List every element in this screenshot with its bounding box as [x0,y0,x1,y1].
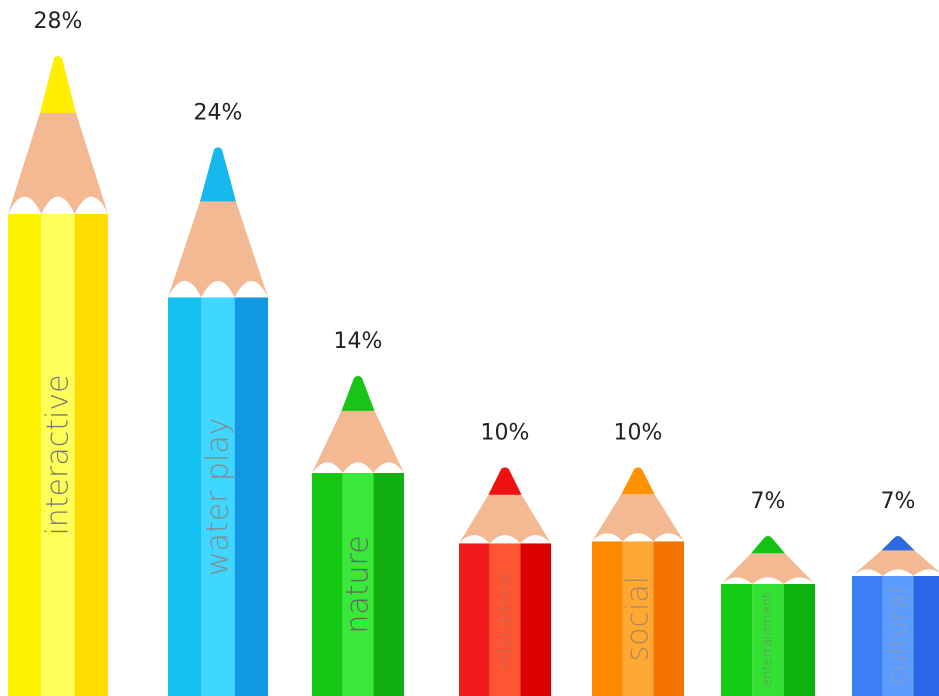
pencil-body-left [852,576,883,696]
pencil-wood-cone [459,467,551,544]
value-label: 10% [481,420,530,445]
pencil-body-left [168,297,202,696]
value-label: 14% [334,329,383,354]
pencil-body-center [882,576,914,696]
pencil-lead-tip [488,467,522,495]
pencil-lead-tip [40,56,76,113]
category-label: water play [201,417,236,576]
category-label: entertainment [761,593,776,687]
pencil-bar-water-play: 24% water play [168,100,268,696]
category-label: interactive [41,374,76,535]
category-label: nature [341,535,376,633]
pencil-body-right [373,473,404,696]
category-label: cultural [883,587,913,686]
pencil-bar-cultural: 7% cultural [852,489,939,696]
pencil-bar-social: 10% social [592,420,684,696]
category-label: educational [495,570,515,670]
pencil-body-right [74,214,108,696]
pencil-body-right [783,584,815,696]
pencil-lead-tip [621,467,655,495]
pencil-lead-tip [341,376,375,411]
value-label: 7% [881,489,916,514]
pencil-body-right [234,297,268,696]
pencil-body-center [489,543,521,696]
pencil-wood-cone [168,147,268,298]
pencil-body-left [721,584,753,696]
pencil-wood-cone [312,376,404,474]
pencil-body-center [622,541,654,696]
pencil-body-left [592,541,623,696]
category-label: social [621,576,656,662]
pencil-body-left [312,473,343,696]
pencil-wood-cone [592,467,684,542]
pencil-lead-tip [751,536,785,554]
pencil-body-right [913,576,939,696]
value-label: 24% [194,100,243,125]
pencil-body-center [201,297,235,696]
pencil-wood-cone [8,56,108,215]
value-label: 7% [751,489,786,514]
pencil-body-right [653,541,684,696]
pencil-wood-cone [852,536,939,577]
pencil-bar-interactive: 28% interactive [8,9,108,696]
pencil-body-left [8,214,42,696]
pencil-body-center [752,584,784,696]
pencil-wood-cone [721,536,815,585]
pencil-lead-tip [881,536,915,551]
value-label: 10% [614,420,663,445]
pencil-lead-tip [200,147,236,202]
pencil-bar-educational: 10% educational [459,420,551,696]
pencil-body-left [459,543,490,696]
pencil-bar-nature: 14% nature [312,329,404,696]
pencil-body-center [41,214,75,696]
pencil-body-center [342,473,374,696]
pencil-body-right [520,543,551,696]
pencil-bar-entertainment: 7% entertainment [721,489,815,696]
value-label: 28% [34,9,83,34]
